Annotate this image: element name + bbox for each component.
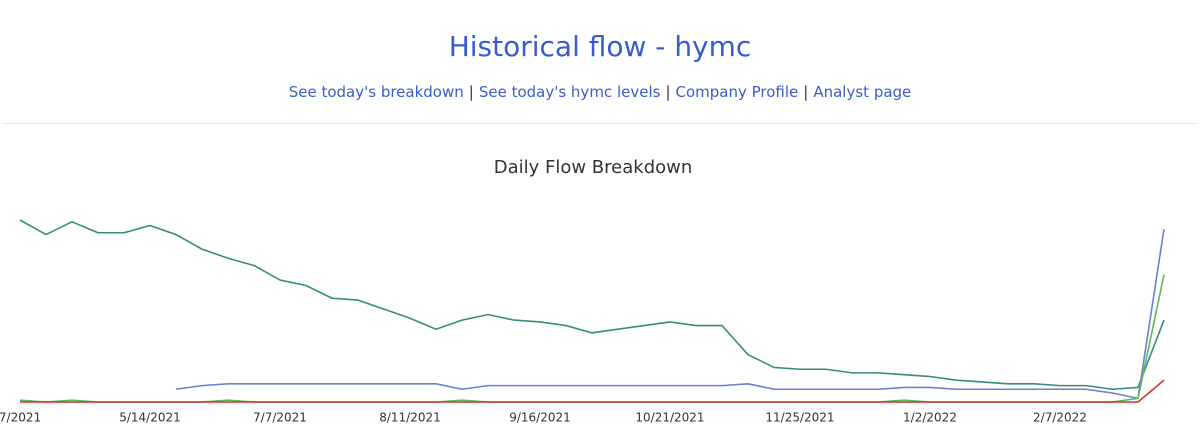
series-line	[20, 379, 1165, 403]
chart: Daily Flow Breakdown 7/2021 5/14/2021 7/7/…	[0, 157, 1165, 425]
series-line	[175, 228, 1165, 400]
page-title: Historical flow - hymc	[448, 30, 752, 63]
x-tick-label: 7/7/2021	[253, 411, 307, 425]
link-separator: |	[665, 83, 671, 101]
x-tick-label: 11/25/2021	[765, 411, 834, 425]
x-tick-label: 8/11/2021	[379, 411, 441, 425]
link-separator: |	[468, 83, 474, 101]
nav-link[interactable]: Company Profile	[675, 83, 799, 101]
series-line	[19, 219, 1165, 391]
link-separator: |	[803, 83, 809, 101]
nav-link[interactable]: See today's hymc levels	[478, 83, 661, 101]
nav-link[interactable]: Analyst page	[813, 83, 912, 101]
x-tick-label: 10/21/2021	[635, 411, 704, 425]
x-tick-label: 9/16/2021	[509, 411, 571, 425]
nav-link[interactable]: See today's breakdown	[288, 83, 464, 101]
x-tick-label: 1/2/2022	[903, 411, 957, 425]
chart-title: Daily Flow Breakdown	[494, 157, 693, 178]
x-tick-label: 7/2021	[0, 411, 41, 425]
x-tick-label: 2/7/2022	[1033, 411, 1087, 425]
divider	[4, 123, 1196, 124]
x-tick-label: 5/14/2021	[119, 411, 181, 425]
nav-links: See today's breakdown | See today's hymc l…	[0, 83, 1200, 101]
header: Historical flow - hymc See today's break…	[0, 0, 1200, 101]
